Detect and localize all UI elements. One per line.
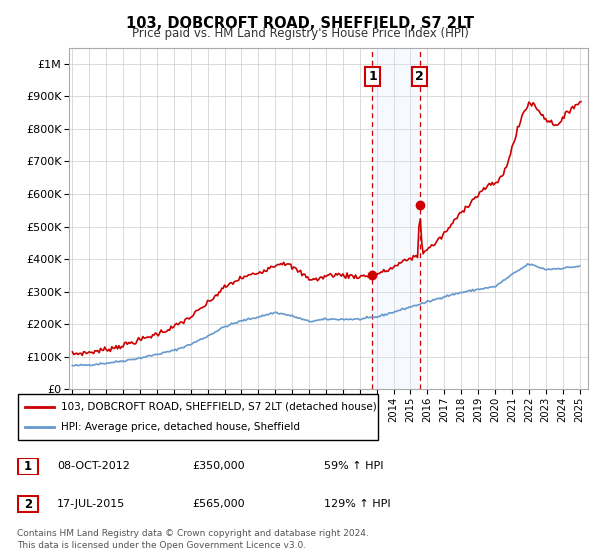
Text: Price paid vs. HM Land Registry's House Price Index (HPI): Price paid vs. HM Land Registry's House … — [131, 27, 469, 40]
Text: 103, DOBCROFT ROAD, SHEFFIELD, S7 2LT: 103, DOBCROFT ROAD, SHEFFIELD, S7 2LT — [126, 16, 474, 31]
Text: 1: 1 — [24, 460, 32, 473]
Text: 59% ↑ HPI: 59% ↑ HPI — [324, 461, 383, 472]
Text: £565,000: £565,000 — [192, 499, 245, 509]
FancyBboxPatch shape — [18, 496, 38, 512]
Text: 08-OCT-2012: 08-OCT-2012 — [57, 461, 130, 472]
Text: 1: 1 — [368, 70, 377, 83]
Text: 2: 2 — [415, 70, 424, 83]
Text: 129% ↑ HPI: 129% ↑ HPI — [324, 499, 391, 509]
Text: 103, DOBCROFT ROAD, SHEFFIELD, S7 2LT (detached house): 103, DOBCROFT ROAD, SHEFFIELD, S7 2LT (d… — [61, 402, 377, 412]
Text: 2: 2 — [24, 497, 32, 511]
FancyBboxPatch shape — [18, 394, 378, 440]
Text: 17-JUL-2015: 17-JUL-2015 — [57, 499, 125, 509]
Bar — [373, 48, 419, 389]
Text: Contains HM Land Registry data © Crown copyright and database right 2024.
This d: Contains HM Land Registry data © Crown c… — [17, 529, 368, 550]
FancyBboxPatch shape — [18, 459, 38, 474]
Text: HPI: Average price, detached house, Sheffield: HPI: Average price, detached house, Shef… — [61, 422, 300, 432]
Text: £350,000: £350,000 — [192, 461, 245, 472]
